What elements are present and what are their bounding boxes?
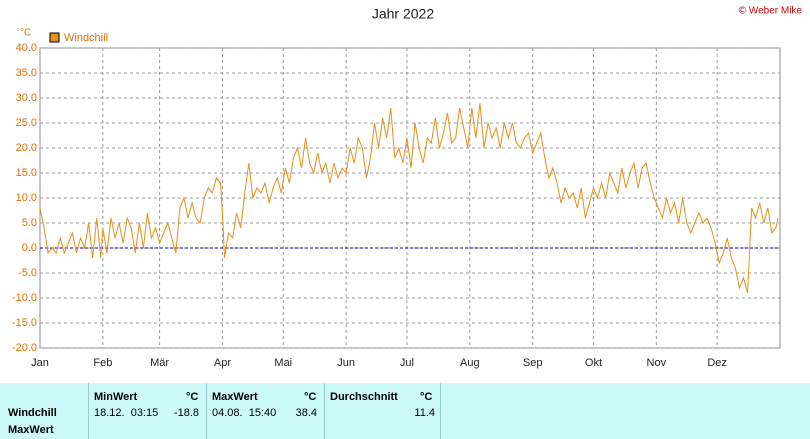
cell: 38.4 [295, 407, 317, 419]
y-tick-label: 0.0 [22, 242, 37, 254]
row-label: MaxWert [8, 424, 54, 436]
y-tick-label: 25.0 [16, 117, 37, 129]
separator [440, 383, 441, 439]
data-line [39, 102, 779, 294]
x-tick-label: Feb [93, 357, 112, 369]
y-tick-label: -5.0 [18, 267, 37, 279]
x-tick-label: Jun [337, 357, 355, 369]
separator [206, 383, 207, 439]
y-tick-label: 35.0 [16, 67, 37, 79]
header: °C [304, 391, 317, 403]
y-tick-label: 5.0 [22, 217, 37, 229]
chart: Jahr 2022 © Weber Mike °C -20.0 -15.0 -10.… [12, 6, 803, 369]
stats-table: MinWert °C MaxWert °C Durchschnitt °C Wi… [0, 383, 810, 439]
legend-label: Windchill [64, 32, 108, 44]
header: Durchschnitt [330, 391, 398, 403]
cell: 04.08. 15:40 [212, 407, 277, 419]
x-tick-label: Okt [585, 357, 602, 369]
y-tick-label: 40.0 [16, 42, 37, 54]
x-tick-label: Dez [707, 357, 727, 369]
header: °C [420, 391, 433, 403]
cell: 11.4 [414, 407, 435, 419]
x-tick-label: Nov [647, 357, 667, 369]
header: MaxWert [212, 391, 258, 403]
copyright: © Weber Mike [739, 6, 803, 17]
legend-swatch [49, 32, 60, 43]
chart-title: Jahr 2022 [372, 6, 434, 22]
separator [324, 383, 325, 439]
y-tick-label: -20.0 [12, 342, 37, 354]
y-tick-label: 20.0 [16, 142, 37, 154]
x-tick-label: Jul [400, 357, 414, 369]
y-tick-label: -10.0 [12, 292, 37, 304]
y-tick-label: 10.0 [16, 192, 37, 204]
separator [88, 383, 89, 439]
x-tick-label: Aug [460, 357, 480, 369]
row-label: Windchill [8, 407, 57, 419]
x-tick-label: Mai [274, 357, 292, 369]
y-tick-label: 15.0 [16, 167, 37, 179]
x-tick-label: Jan [31, 357, 49, 369]
header: MinWert [94, 391, 138, 403]
y-axis-label: °C [20, 28, 31, 39]
x-tick-label: Sep [523, 357, 543, 369]
cell: 18.12. 03:15 [94, 407, 159, 419]
cell: -18.8 [173, 407, 199, 419]
header: °C [186, 391, 199, 403]
x-tick-label: Mär [150, 357, 169, 369]
y-tick-label: -15.0 [12, 317, 37, 329]
y-tick-label: 30.0 [16, 92, 37, 104]
x-tick-label: Apr [214, 357, 231, 369]
